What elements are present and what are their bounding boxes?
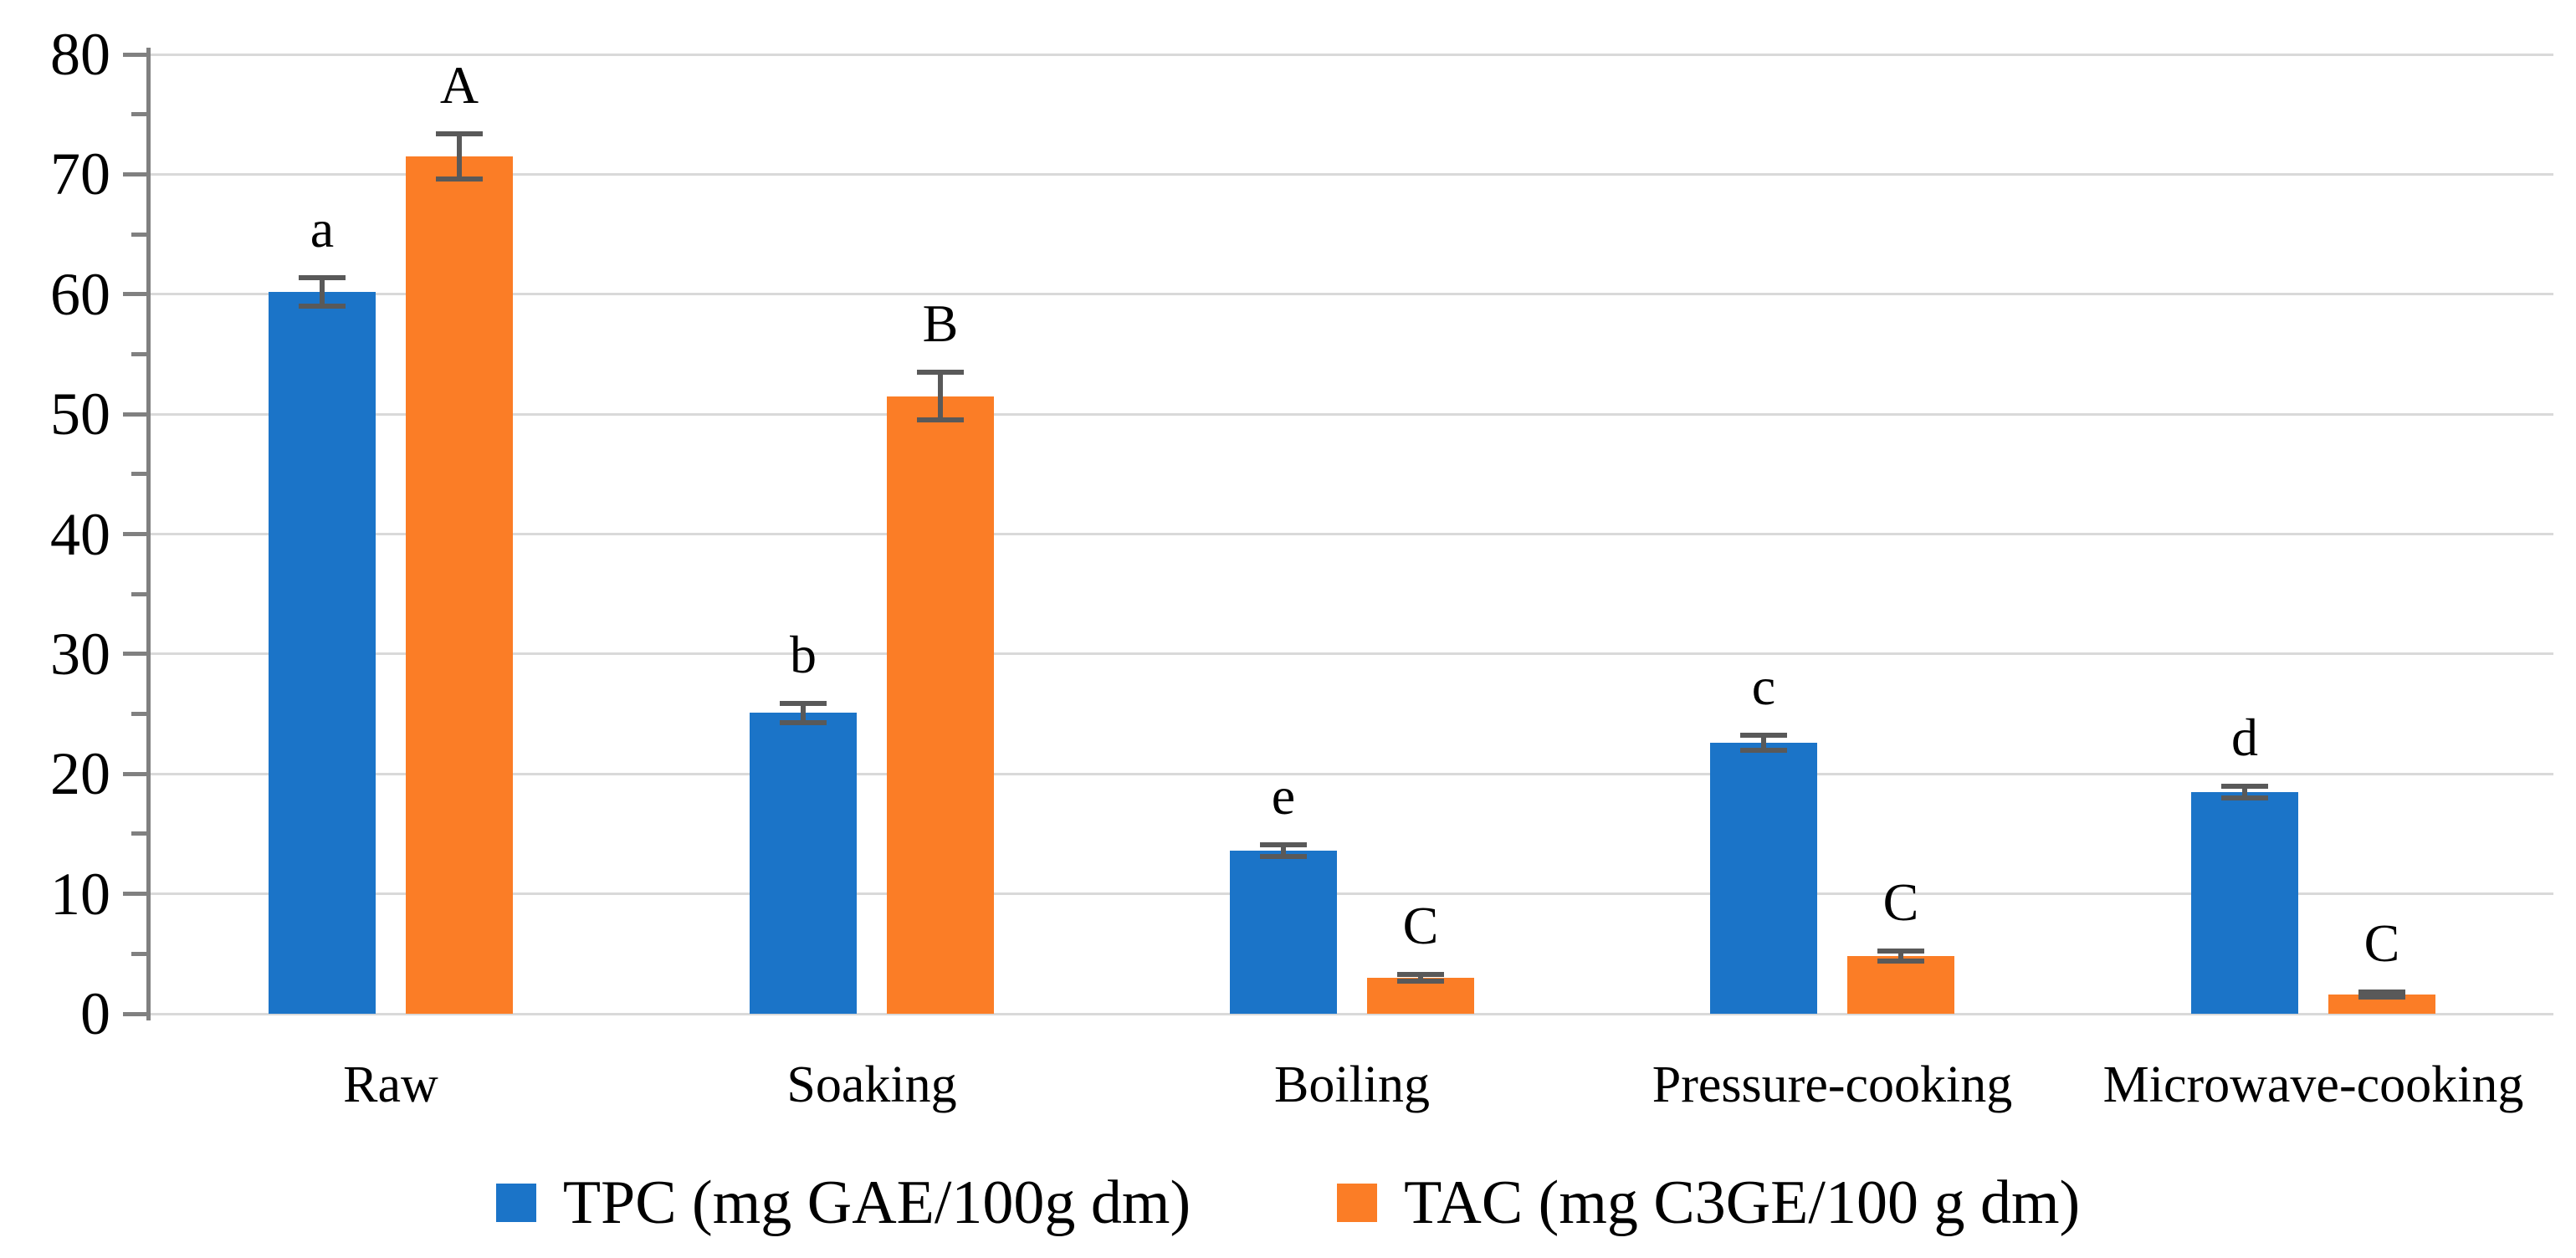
significance-letter: C (1402, 896, 1439, 955)
bar-tac-boiling (1367, 978, 1474, 1014)
gridline-y-40 (151, 533, 2553, 535)
y-axis-tick-label: 40 (50, 501, 110, 568)
x-category-label: Soaking (786, 1056, 957, 1113)
error-bar-line (320, 278, 325, 306)
significance-letter: C (1882, 872, 1919, 932)
significance-letter: A (439, 55, 479, 115)
bar-tac-raw (406, 156, 513, 1014)
legend-label-tpc: TPC (mg GAE/100g dm) (562, 1169, 1191, 1237)
error-bar-cap-top (1260, 842, 1307, 847)
legend-item-tpc: TPC (mg GAE/100g dm) (495, 1169, 1191, 1237)
error-bar-cap-bottom (2221, 795, 2268, 800)
error-bar-cap-bottom (780, 720, 827, 725)
gridline-y-0 (151, 1013, 2553, 1015)
error-bar-line (1281, 845, 1286, 857)
bar-tpc-microwave-cooking (2191, 792, 2298, 1014)
error-bar-cap-top (917, 370, 964, 375)
y-major-tick-30 (123, 652, 146, 656)
y-minor-tick-25 (131, 712, 146, 716)
gridline-y-60 (151, 293, 2553, 295)
significance-letter: C (2363, 913, 2400, 973)
y-minor-tick-5 (131, 952, 146, 956)
significance-letter: b (790, 625, 817, 684)
x-category-label: Microwave-cooking (2102, 1056, 2524, 1113)
y-minor-tick-45 (131, 472, 146, 476)
error-bar-line (1898, 951, 1903, 960)
y-axis-tick-label: 80 (50, 21, 110, 88)
y-major-tick-0 (123, 1012, 146, 1016)
y-major-tick-10 (123, 892, 146, 896)
gridline-y-30 (151, 652, 2553, 655)
y-major-tick-20 (123, 772, 146, 776)
legend: TPC (mg GAE/100g dm) TAC (mg C3GE/100 g d… (0, 1161, 2576, 1245)
gridline-y-20 (151, 773, 2553, 775)
error-bar-cap-bottom (1260, 854, 1307, 859)
error-bar-cap-bottom (1740, 748, 1787, 753)
y-axis-tick-label: 60 (50, 261, 110, 328)
error-bar-cap-top (436, 131, 483, 136)
legend-swatch-tpc (495, 1184, 536, 1222)
significance-letter: B (922, 294, 959, 353)
error-bar-cap-top (1877, 949, 1924, 954)
error-bar-cap-bottom (299, 304, 346, 309)
y-axis-tick-label: 70 (50, 141, 110, 207)
error-bar-line (801, 703, 806, 723)
error-bar-cap-bottom (1397, 979, 1444, 984)
bar-tpc-pressure-cooking (1710, 743, 1817, 1014)
y-minor-tick-55 (131, 352, 146, 356)
error-bar-line (457, 134, 462, 179)
y-axis-tick-label: 10 (50, 861, 110, 928)
error-bar-line (1761, 735, 1766, 749)
legend-item-tac: TAC (mg C3GE/100 g dm) (1337, 1172, 2080, 1234)
bar-tpc-raw (269, 292, 376, 1014)
gridline-y-50 (151, 413, 2553, 416)
x-category-label: Raw (343, 1056, 438, 1113)
y-major-tick-40 (123, 532, 146, 536)
significance-letter: d (2231, 708, 2258, 767)
x-category-label: Pressure-cooking (1652, 1056, 2013, 1113)
significance-letter: e (1271, 766, 1296, 826)
error-bar-line (938, 372, 943, 420)
bar-tac-microwave-cooking (2328, 995, 2435, 1014)
y-minor-tick-65 (131, 233, 146, 237)
error-bar-line (1418, 974, 1423, 982)
gridline-y-10 (151, 892, 2553, 895)
error-bar-cap-bottom (436, 176, 483, 182)
legend-swatch-tac (1337, 1184, 1378, 1222)
y-axis-tick-label: 50 (50, 381, 110, 447)
y-major-tick-50 (123, 412, 146, 417)
error-bar-cap-bottom (2358, 995, 2405, 1000)
y-axis-tick-label: 20 (50, 740, 110, 807)
error-bar-cap-top (2358, 990, 2405, 995)
error-bar-cap-top (299, 275, 346, 280)
bar-tac-pressure-cooking (1847, 956, 1954, 1014)
error-bar-cap-top (1397, 972, 1444, 977)
bar-tpc-soaking (750, 713, 857, 1014)
y-axis-tick-label: 0 (80, 980, 110, 1047)
error-bar-line (2242, 786, 2247, 798)
x-category-label: Boiling (1273, 1056, 1431, 1113)
bar-tac-soaking (887, 396, 994, 1014)
y-minor-tick-15 (131, 831, 146, 836)
significance-letter: c (1751, 657, 1776, 716)
y-minor-tick-75 (131, 112, 146, 116)
y-major-tick-80 (123, 53, 146, 57)
y-minor-tick-35 (131, 592, 146, 596)
error-bar-cap-top (2221, 784, 2268, 789)
y-axis-line (146, 48, 151, 1020)
y-axis-tick-label: 30 (50, 621, 110, 688)
legend-label-tac: TAC (mg C3GE/100 g dm) (1404, 1169, 2081, 1237)
gridline-y-80 (151, 54, 2553, 56)
y-major-tick-60 (123, 292, 146, 296)
significance-letter: a (310, 199, 335, 258)
y-major-tick-70 (123, 172, 146, 176)
error-bar-cap-bottom (1877, 959, 1924, 964)
error-bar-cap-bottom (917, 417, 964, 422)
error-bar-cap-top (1740, 733, 1787, 738)
bar-tpc-boiling (1230, 851, 1337, 1014)
gridline-y-70 (151, 173, 2553, 176)
error-bar-cap-top (780, 701, 827, 706)
